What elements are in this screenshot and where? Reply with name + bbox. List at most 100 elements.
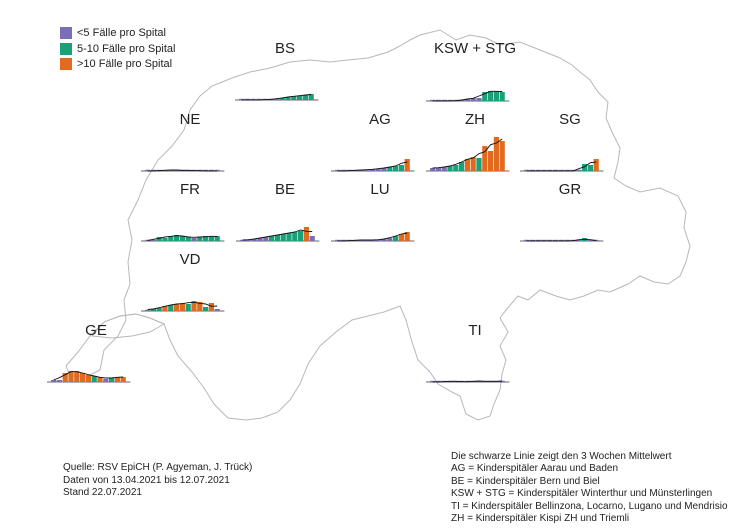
bar-ksw-stg-1 bbox=[430, 99, 436, 101]
bar-ksw-stg-7 bbox=[464, 99, 470, 101]
bar-fr-9 bbox=[191, 238, 197, 241]
chart-sg bbox=[520, 159, 604, 172]
bar-ge-10 bbox=[103, 379, 109, 382]
bar-fr-7 bbox=[179, 236, 185, 241]
legend-label-lt5: <5 Fälle pro Spital bbox=[77, 27, 166, 39]
bar-ge-12 bbox=[114, 377, 120, 382]
bar-ge-1 bbox=[51, 380, 57, 382]
bar-sg-13 bbox=[593, 159, 599, 171]
avg-line-ge bbox=[53, 371, 124, 381]
bar-be-1 bbox=[240, 239, 246, 241]
bar-bs-3 bbox=[250, 98, 256, 100]
region-label-gr: GR bbox=[558, 181, 582, 198]
bar-gr-8 bbox=[564, 239, 570, 241]
data-range-line: Daten von 13.04.2021 bis 12.07.2021 bbox=[63, 474, 230, 486]
bar-be-7 bbox=[274, 235, 280, 241]
bar-ne-11 bbox=[203, 169, 209, 171]
bar-zh-2 bbox=[435, 168, 441, 171]
region-label-lu: LU bbox=[370, 181, 390, 198]
bar-vd-9 bbox=[191, 301, 197, 311]
avg-line-gr bbox=[526, 238, 597, 242]
note-line-ag: AG = Kinderspitäler Aarau und Baden bbox=[451, 463, 619, 475]
bar-ag-10 bbox=[387, 167, 393, 171]
bar-sg-10 bbox=[576, 169, 582, 171]
legend-label-5to10: 5-10 Fälle pro Spital bbox=[77, 42, 176, 55]
avg-line-bs bbox=[241, 94, 312, 101]
chart-fr bbox=[141, 235, 225, 242]
bar-fr-6 bbox=[174, 235, 180, 241]
bar-bs-11 bbox=[297, 96, 303, 100]
bar-bs-4 bbox=[256, 98, 262, 100]
avg-line-lu bbox=[337, 232, 408, 242]
region-bar-charts bbox=[47, 90, 604, 383]
bar-ge-6 bbox=[80, 373, 86, 382]
legend-swatch-5to10 bbox=[60, 42, 72, 55]
bar-ne-12 bbox=[208, 169, 214, 171]
bar-ge-5 bbox=[74, 371, 80, 382]
bar-ti-2 bbox=[435, 380, 441, 382]
bar-gr-4 bbox=[541, 239, 547, 241]
bar-fr-5 bbox=[168, 236, 174, 241]
avg-line-sg bbox=[526, 161, 597, 172]
bar-ge-8 bbox=[91, 376, 97, 382]
bar-gr-3 bbox=[535, 239, 541, 241]
bar-vd-4 bbox=[162, 306, 168, 311]
bar-vd-6 bbox=[174, 304, 180, 311]
bar-lu-11 bbox=[393, 236, 399, 241]
note-line-ksw-stg: KSW + STG = Kinderspitäler Winterthur un… bbox=[451, 488, 713, 500]
bar-lu-10 bbox=[387, 238, 393, 241]
bar-be-5 bbox=[263, 237, 269, 241]
bar-lu-12 bbox=[398, 234, 404, 241]
avg-line-ti bbox=[432, 380, 503, 383]
bar-vd-11 bbox=[203, 307, 209, 311]
region-label-ne: NE bbox=[179, 111, 201, 128]
bar-bs-1 bbox=[239, 98, 245, 100]
bar-ne-13 bbox=[214, 169, 220, 171]
bar-zh-10 bbox=[482, 146, 488, 171]
bar-sg-4 bbox=[541, 169, 547, 171]
avg-line-fr bbox=[147, 235, 218, 241]
bar-ag-7 bbox=[369, 169, 375, 171]
bar-lu-2 bbox=[340, 239, 346, 241]
region-label-vd: VD bbox=[179, 251, 201, 268]
bar-sg-3 bbox=[535, 169, 541, 171]
bar-ag-11 bbox=[393, 166, 399, 171]
bar-bs-9 bbox=[285, 97, 291, 100]
bar-gr-5 bbox=[547, 239, 553, 241]
bar-ge-7 bbox=[85, 375, 91, 382]
chart-ksw-stg bbox=[426, 90, 510, 102]
bar-zh-11 bbox=[488, 151, 494, 171]
bar-fr-10 bbox=[197, 237, 203, 241]
bar-be-13 bbox=[309, 236, 315, 241]
bar-sg-1 bbox=[524, 169, 530, 171]
bar-ksw-stg-3 bbox=[441, 99, 447, 101]
bar-bs-2 bbox=[244, 98, 250, 100]
chart-vd bbox=[141, 301, 225, 312]
bar-ksw-stg-10 bbox=[482, 92, 488, 101]
bar-bs-8 bbox=[279, 98, 285, 100]
bar-ksw-stg-12 bbox=[493, 91, 499, 101]
bar-bs-7 bbox=[273, 98, 279, 100]
note-line-zh: ZH = Kinderspitäler Kispi ZH und Triemli bbox=[451, 513, 630, 525]
bar-ksw-stg-13 bbox=[499, 92, 505, 101]
switzerland-outline bbox=[65, 29, 691, 421]
bar-vd-10 bbox=[197, 302, 203, 311]
bar-vd-2 bbox=[150, 309, 156, 311]
bar-ksw-stg-4 bbox=[447, 99, 453, 101]
bar-be-6 bbox=[269, 236, 275, 241]
bar-zh-7 bbox=[464, 159, 470, 171]
bar-ge-3 bbox=[62, 373, 68, 382]
region-label-ksw-stg: KSW + STG bbox=[433, 40, 517, 57]
bar-lu-13 bbox=[404, 232, 410, 241]
explanation-notes: Die schwarze Linie zeigt den 3 Wochen Mi… bbox=[451, 451, 728, 525]
bar-ksw-stg-11 bbox=[488, 91, 494, 101]
source-notes: Quelle: RSV EpiCH (P. Agyeman, J. Trück)… bbox=[63, 462, 252, 500]
bar-zh-4 bbox=[447, 166, 453, 171]
bar-vd-3 bbox=[156, 308, 162, 311]
avg-line-ksw-stg bbox=[432, 90, 503, 102]
bar-zh-1 bbox=[430, 168, 436, 171]
chart-zh bbox=[426, 137, 510, 172]
bar-gr-1 bbox=[524, 239, 530, 241]
bar-be-10 bbox=[292, 232, 298, 241]
bar-vd-12 bbox=[208, 303, 214, 311]
